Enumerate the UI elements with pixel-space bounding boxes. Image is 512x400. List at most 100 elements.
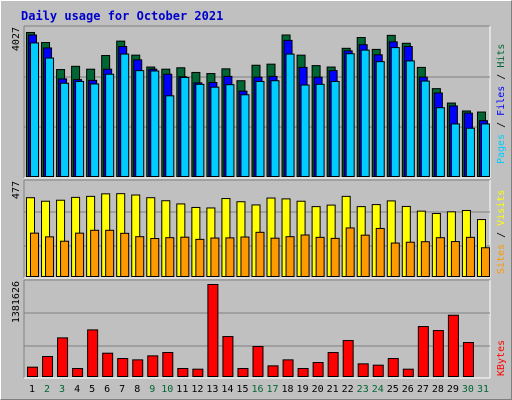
sites-bar — [75, 232, 85, 278]
kbytes-bar — [192, 368, 204, 377]
sites-bar — [240, 236, 250, 278]
chart-title: Daily usage for October 2021 — [21, 9, 224, 23]
sites-bar — [375, 227, 385, 277]
sites-bar — [105, 229, 115, 278]
day-label: 31 — [477, 384, 489, 395]
pages-bar — [150, 70, 160, 177]
pages-bar — [210, 86, 220, 177]
day-label: 10 — [161, 384, 173, 395]
legend-visits: Visits — [496, 190, 507, 226]
pages-bar — [345, 53, 355, 177]
sites-bar — [225, 237, 235, 277]
day-label: 23 — [357, 384, 369, 395]
kbytes-bar — [27, 366, 38, 377]
day-label: 12 — [191, 384, 203, 395]
pages-bar — [90, 83, 100, 177]
day-label: 13 — [206, 384, 218, 395]
day-label: 2 — [44, 384, 50, 395]
day-label: 3 — [59, 384, 65, 395]
kbytes-bar — [102, 352, 114, 377]
day-label: 1 — [29, 384, 35, 395]
kbytes-bar — [42, 356, 54, 377]
kbytes-bar — [207, 284, 219, 377]
sites-bar — [60, 240, 70, 277]
sites-bar — [285, 236, 295, 278]
day-label: 28 — [432, 384, 444, 395]
pages-bar — [420, 80, 430, 177]
pages-bar — [405, 60, 415, 177]
pages-bar — [450, 123, 460, 177]
sites-bar — [30, 232, 39, 278]
legend-separator: / — [496, 116, 507, 134]
day-label: 30 — [462, 384, 474, 395]
day-label: 27 — [417, 384, 429, 395]
sites-bar — [255, 231, 265, 277]
kbytes-bar — [327, 352, 339, 378]
pages-bar — [60, 82, 70, 177]
kbytes-bar — [147, 355, 159, 378]
day-label: 4 — [74, 384, 80, 395]
y-max-label-kbytes: 1381626 — [11, 281, 22, 323]
legend-pages: Pages — [496, 134, 507, 164]
day-label: 6 — [104, 384, 110, 395]
pages-bar — [270, 80, 280, 177]
sites-bar — [165, 237, 175, 277]
pages-bar — [300, 84, 310, 177]
legend-visits-sites: Sites / Visits — [496, 190, 507, 274]
legend-separator: / — [496, 68, 507, 86]
pages-bar — [480, 123, 490, 177]
kbytes-bar — [342, 340, 354, 377]
sites-bar — [465, 236, 475, 278]
day-label: 17 — [266, 384, 278, 395]
sites-bar — [270, 237, 280, 277]
kbytes-bar — [312, 362, 324, 378]
pages-bar — [465, 127, 475, 178]
day-label: 26 — [402, 384, 414, 395]
pages-bar — [285, 53, 295, 177]
kbytes-bar — [177, 368, 189, 378]
day-label: 16 — [251, 384, 263, 395]
kbytes-bar — [132, 359, 144, 377]
day-label: 19 — [297, 384, 309, 395]
legend-separator: / — [496, 226, 507, 244]
day-label: 8 — [134, 384, 140, 395]
pages-bar — [135, 70, 145, 177]
sites-bar — [435, 237, 445, 277]
pages-bar — [75, 80, 85, 177]
kbytes-bar — [222, 336, 234, 378]
kbytes-bar — [162, 352, 174, 378]
day-label: 11 — [176, 384, 188, 395]
kbytes-bar — [372, 364, 384, 377]
pages-bar — [315, 83, 325, 177]
sites-bar — [405, 241, 415, 277]
day-label: 20 — [312, 384, 324, 395]
sites-bar — [360, 234, 370, 277]
legend-hits: Hits — [496, 44, 507, 68]
sites-bar — [420, 241, 430, 277]
y-max-label-visits: 477 — [11, 181, 22, 199]
sites-bar — [300, 234, 310, 277]
sites-bar — [315, 236, 325, 278]
sites-bar — [330, 237, 340, 277]
pages-bar — [240, 94, 250, 177]
legend-hits-files-pages: Pages / Files / Hits — [496, 44, 507, 164]
kbytes-bar — [117, 358, 129, 377]
day-label: 5 — [89, 384, 95, 395]
kbytes-bar — [72, 368, 84, 378]
pages-bar — [360, 49, 370, 177]
kbytes-bar — [282, 359, 294, 377]
pages-bar — [255, 80, 265, 177]
day-label: 22 — [342, 384, 354, 395]
kbytes-bar — [57, 337, 69, 378]
pages-bar — [105, 73, 115, 177]
pages-bar — [225, 84, 235, 177]
sites-bar — [450, 241, 460, 277]
kbytes-bar — [252, 346, 264, 378]
legend-kbytes: KBytes — [496, 340, 507, 376]
pages-bar — [330, 80, 340, 177]
kbytes-bar — [462, 342, 474, 377]
day-label: 25 — [387, 384, 399, 395]
sites-bar — [45, 236, 55, 278]
kbytes-bar — [432, 330, 444, 377]
legend-sites: Sites — [496, 244, 507, 274]
